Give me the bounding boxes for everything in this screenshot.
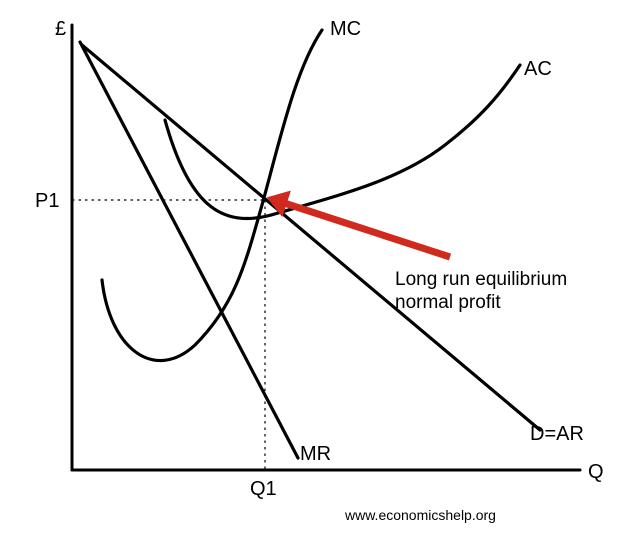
q1-label: Q1 [250, 478, 277, 500]
mr-label: MR [300, 443, 331, 465]
ac-label: AC [524, 58, 552, 80]
footer-credit: www.economicshelp.org [344, 507, 496, 523]
p1-label: P1 [35, 190, 59, 212]
annotation-line2: normal profit [395, 292, 501, 313]
dar-label: D=AR [530, 423, 584, 445]
annotation-line1: Long run equilibrium [395, 269, 567, 290]
demand-ar-curve [82, 45, 540, 430]
chart-container: £ Q P1 Q1 MC AC MR D=AR Long run equilib… [0, 0, 632, 544]
ac-curve [165, 65, 520, 219]
mc-curve [102, 30, 322, 361]
economics-diagram: £ Q P1 Q1 MC AC MR D=AR Long run equilib… [0, 0, 632, 544]
y-axis-label: £ [55, 18, 66, 40]
equilibrium-arrow [278, 201, 450, 257]
x-axis-label: Q [588, 461, 604, 483]
mr-curve [80, 42, 298, 458]
mc-label: MC [330, 18, 361, 40]
